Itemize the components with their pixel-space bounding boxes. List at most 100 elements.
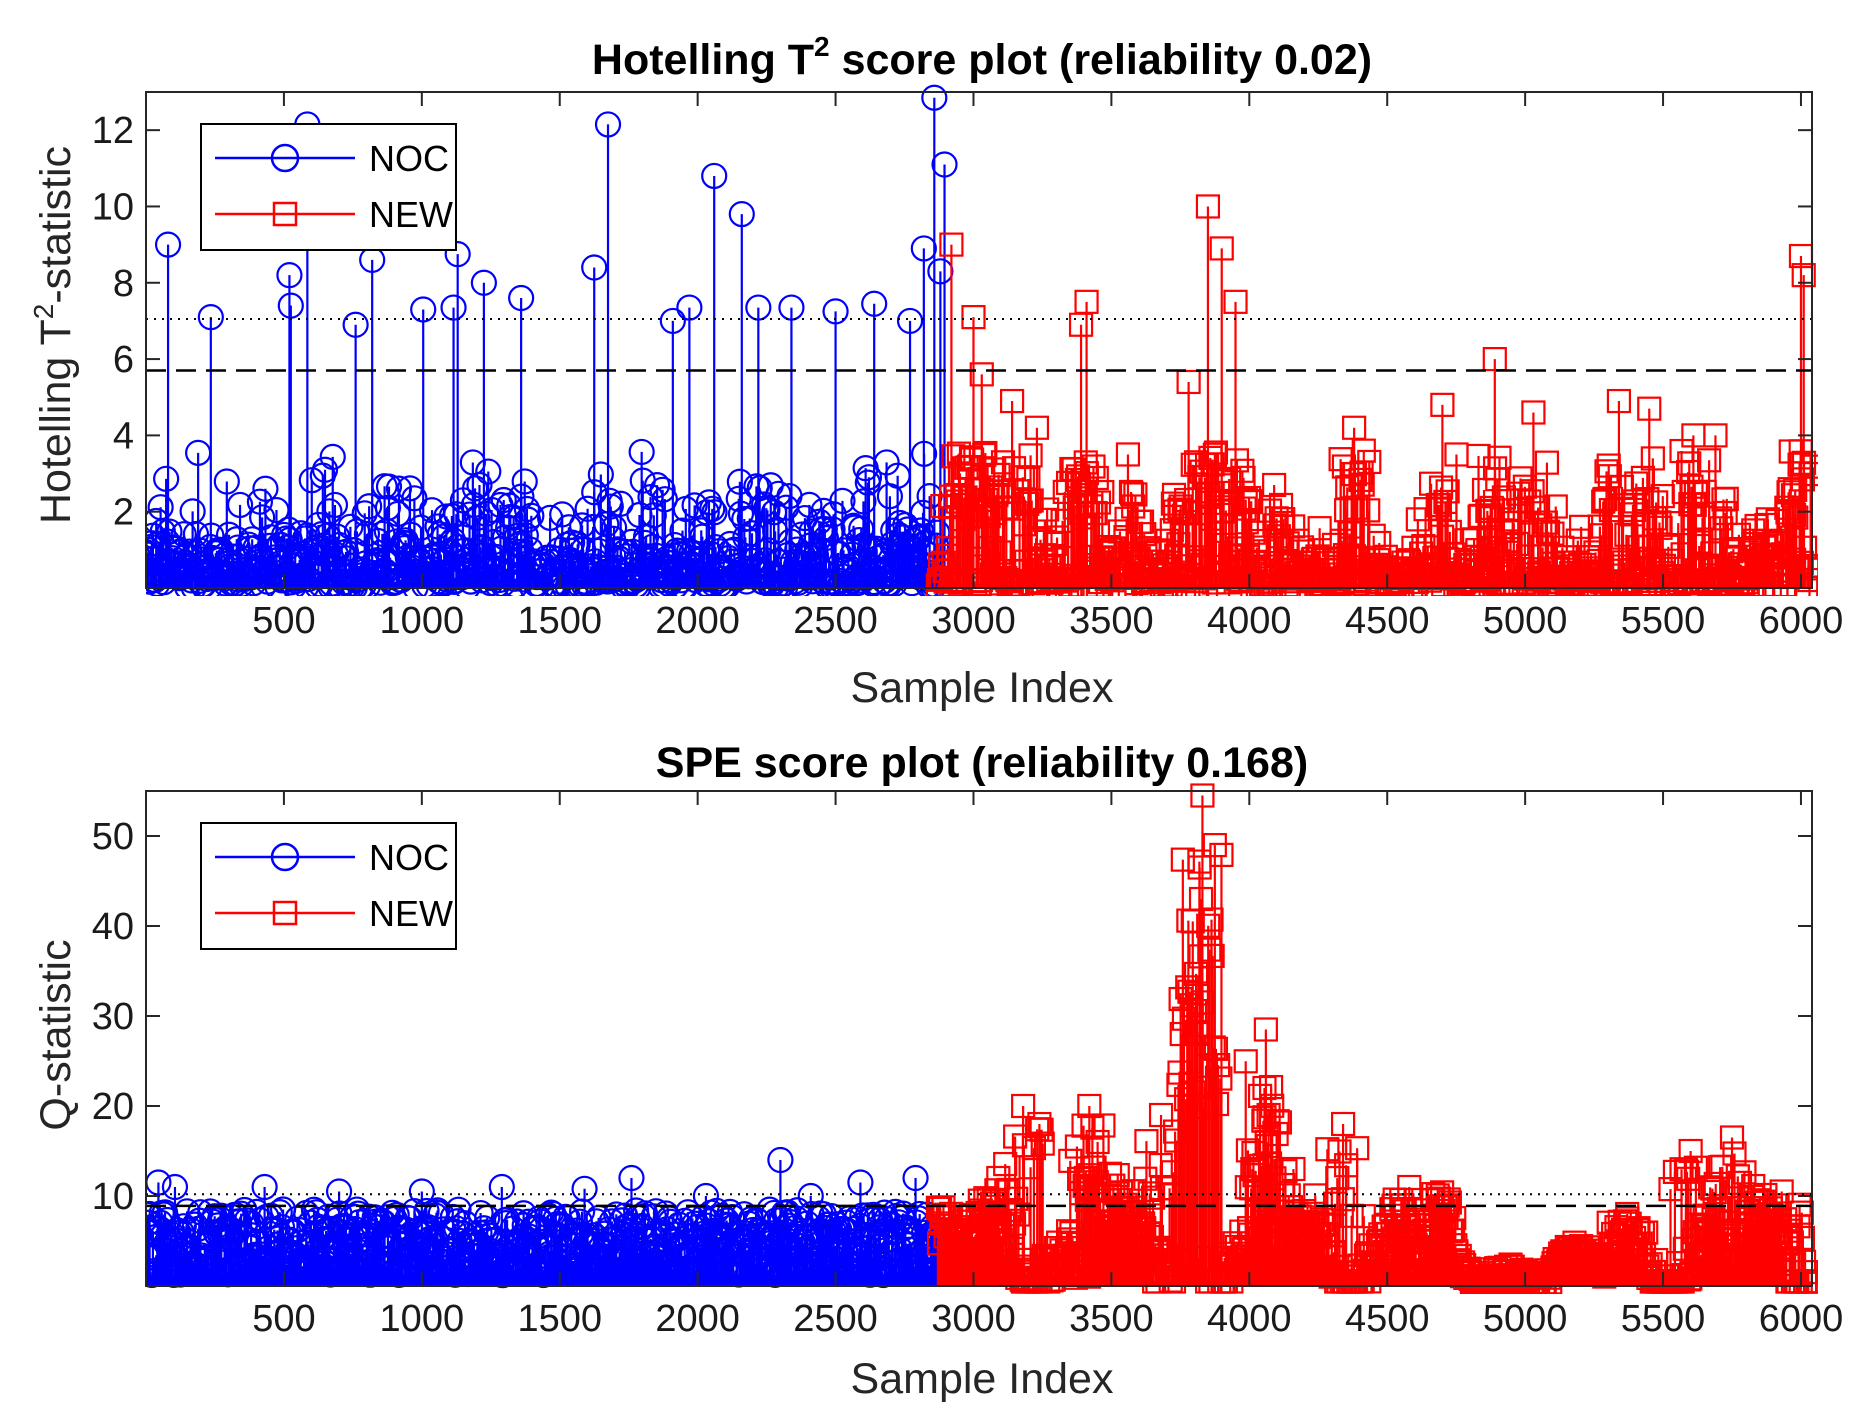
t2-stem-new <box>1262 472 1287 588</box>
t2-plot-area: 500 1000 1500 2000 2500 3000 3500 4000 4500 5000 5… <box>92 84 1844 642</box>
t2-x-axis-label: Sample Index <box>851 664 1114 712</box>
t2-stem-noc <box>470 269 497 588</box>
spe-stem-new <box>1148 1102 1174 1286</box>
t2-stem-new <box>1637 396 1662 588</box>
spe-stem-new <box>1077 1093 1102 1286</box>
spe-stem-new <box>1256 1102 1281 1286</box>
t2-stem-new <box>1209 236 1234 588</box>
spe-legend-item-new: NEW <box>215 893 453 934</box>
spe-x-tick-label: 5000 <box>1483 1298 1568 1340</box>
t2-stem-new <box>1755 507 1780 588</box>
t2-stem-noc <box>443 501 470 588</box>
t2-stem-noc <box>701 162 728 588</box>
t2-y-tick-label: 4 <box>113 415 134 457</box>
t2-stem-noc <box>659 307 686 588</box>
spe-stem-new <box>1202 832 1227 1286</box>
t2-legend-marker <box>272 201 298 227</box>
spe-y-tick-label: 20 <box>92 1086 134 1128</box>
t2-x-tick-label: 3000 <box>931 600 1016 642</box>
t2-stem-new <box>1115 442 1141 588</box>
t2-legend: NOC NEW <box>200 123 457 251</box>
t2-y-tick-label: 6 <box>113 339 134 381</box>
t2-stem-noc <box>410 296 437 588</box>
spe-chart-title: SPE score plot (reliability 0.168) <box>656 739 1308 787</box>
spe-legend-label: NOC <box>369 837 449 878</box>
spe-stem-new <box>1188 886 1214 1286</box>
t2-chart-title: Hotelling T2 score plot (reliability 0.0… <box>592 31 1372 84</box>
t2-x-tick-label: 1500 <box>517 600 602 642</box>
spe-x-tick-label: 4500 <box>1345 1298 1430 1340</box>
t2-stem-noc <box>778 294 805 588</box>
spe-stem-new <box>1253 1017 1278 1286</box>
spe-legend-label: NEW <box>369 893 453 934</box>
t2-stem-new <box>1482 346 1507 588</box>
t2-x-tick-label: 5000 <box>1483 600 1568 642</box>
spe-stem-noc <box>618 1164 645 1286</box>
spe-legend-marker <box>270 842 300 872</box>
spe-plot-area: 500 1000 1500 2000 2500 3000 3500 4000 4500 5000 5… <box>92 783 1844 1340</box>
t2-y-tick-label: 2 <box>113 492 134 534</box>
spe-stem-noc <box>902 1164 929 1286</box>
spe-legend-box <box>200 822 457 950</box>
t2-legend-label: NEW <box>369 194 453 235</box>
spe-x-tick-label: 2000 <box>655 1298 740 1340</box>
spe-stem-new <box>1187 855 1212 1286</box>
t2-x-tick-label: 6000 <box>1759 600 1844 642</box>
t2-stem-new <box>1024 415 1050 588</box>
t2-stem-new <box>1195 194 1221 588</box>
spe-stem-new <box>986 1165 1011 1286</box>
spe-stem-new <box>1182 1080 1207 1286</box>
spe-x-tick-label: 3000 <box>931 1298 1016 1340</box>
t2-stem-new <box>1797 567 1818 593</box>
t2-x-tick-label: 2500 <box>793 600 878 642</box>
t2-stem-new <box>999 388 1025 588</box>
t2-stem-noc <box>822 298 849 588</box>
t2-stem-new <box>1606 388 1632 588</box>
spe-stem-new <box>1085 1129 1110 1286</box>
t2-stem-noc <box>511 468 538 588</box>
t2-stem-noc <box>910 235 937 588</box>
t2-x-tick-label: 4000 <box>1207 600 1292 642</box>
spe-y-axis-label: Q-statistic <box>32 939 80 1130</box>
t2-legend-label: NOC <box>369 138 449 179</box>
t2-stem-noc <box>508 284 535 588</box>
t2-stem-new <box>1798 462 1818 588</box>
spe-stem-noc <box>408 1178 435 1286</box>
t2-stem-noc <box>276 262 303 588</box>
spe-x-tick-label: 6000 <box>1759 1298 1844 1340</box>
t2-stem-noc <box>311 456 339 588</box>
spe-x-tick-label: 3500 <box>1069 1298 1154 1340</box>
t2-x-tick-label: 500 <box>252 600 315 642</box>
t2-stem-new <box>969 362 994 588</box>
spe-y-tick-label: 30 <box>92 996 134 1038</box>
t2-stem-noc <box>745 294 772 588</box>
spe-stem-noc <box>847 1169 874 1286</box>
spe-x-tick-label: 2500 <box>793 1298 878 1340</box>
spe-stem-new <box>1615 1201 1640 1286</box>
t2-stem-noc <box>197 304 224 588</box>
t2-y-axis-label: Hotelling T2-statistic <box>28 146 80 524</box>
spe-legend: NOC NEW <box>200 822 457 950</box>
t2-series-new <box>925 194 1818 596</box>
spe-stem-noc <box>325 1178 353 1286</box>
spe-x-axis-label: Sample Index <box>851 1355 1114 1403</box>
t2-legend-item-new: NEW <box>215 194 453 235</box>
t2-stem-noc <box>861 290 888 588</box>
t2-axes-box <box>145 91 1813 589</box>
spe-stem-noc <box>767 1146 794 1286</box>
spe-stem-new <box>1281 1156 1306 1286</box>
spe-stem-new <box>1184 1021 1209 1286</box>
t2-stem-noc <box>594 111 622 588</box>
t2-stem-new <box>1703 423 1728 588</box>
t2-legend-box <box>200 123 457 251</box>
spe-stem-noc <box>488 1173 515 1286</box>
t2-stem-new <box>1176 369 1201 588</box>
spe-stem-noc <box>251 1173 278 1286</box>
t2-y-tick-label: 8 <box>113 263 134 305</box>
spe-stem-new <box>1197 937 1222 1286</box>
spe-x-tick-label: 4000 <box>1207 1298 1292 1340</box>
spe-stem-new <box>1330 1111 1356 1286</box>
spe-x-tick-label: 5500 <box>1621 1298 1706 1340</box>
spe-legend-marker <box>272 900 298 926</box>
spe-stem-new <box>1719 1125 1745 1286</box>
